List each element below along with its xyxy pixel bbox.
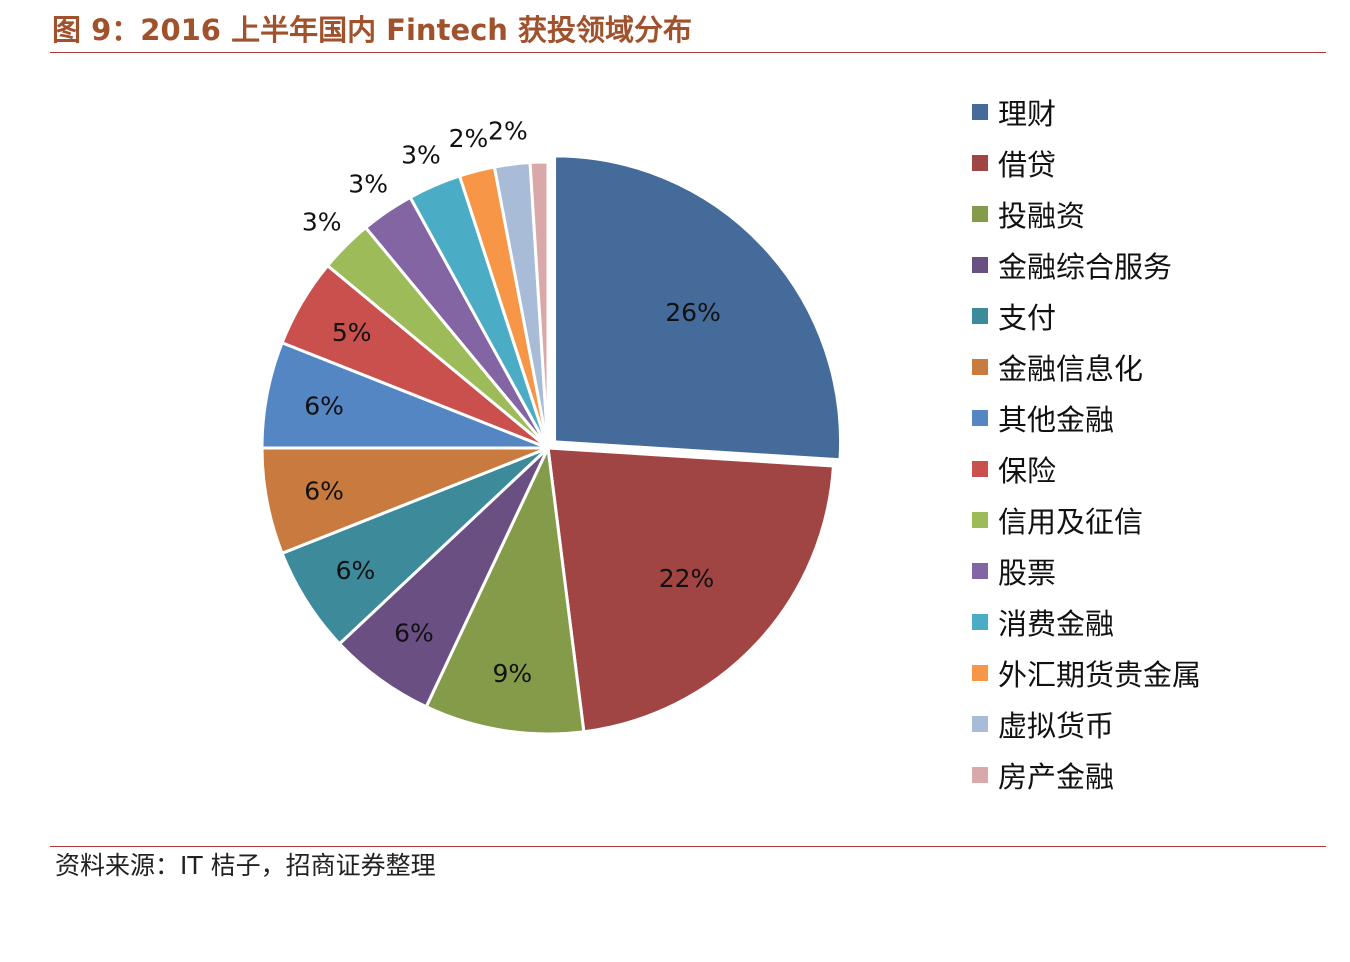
legend-item: 房产金融 <box>972 749 1201 800</box>
pie-data-label: 5% <box>332 318 372 347</box>
legend-label: 消费金融 <box>998 606 1115 641</box>
title-divider <box>50 52 1326 53</box>
pie-slice <box>553 154 843 462</box>
legend-swatch <box>972 613 988 630</box>
legend-label: 理财 <box>998 96 1057 131</box>
pie-chart: 26%22%9%6%6%6%6%5%3%3%3%2% 2% <box>260 117 843 736</box>
legend-swatch <box>972 409 988 426</box>
legend-label: 支付 <box>998 300 1057 335</box>
legend-swatch <box>972 511 988 528</box>
pie-data-label: 6% <box>304 477 344 506</box>
legend-item: 消费金融 <box>972 596 1201 647</box>
legend-label: 外汇期货贵金属 <box>998 657 1202 692</box>
legend-item: 支付 <box>972 290 1201 341</box>
legend-item: 外汇期货贵金属 <box>972 647 1201 698</box>
pie-data-label: 6% <box>304 391 344 420</box>
legend-item: 金融信息化 <box>972 341 1201 392</box>
legend-label: 投融资 <box>998 198 1086 233</box>
pie-data-label: 9% <box>492 659 532 688</box>
legend-swatch <box>972 562 988 579</box>
legend-swatch <box>972 307 988 324</box>
pie-data-label: 26% <box>665 298 721 327</box>
legend-label: 股票 <box>998 555 1057 590</box>
pie-data-label: 3% <box>348 169 388 198</box>
legend-item: 金融综合服务 <box>972 239 1201 290</box>
source-note: 资料来源：IT 桔子，招商证券整理 <box>55 851 436 880</box>
legend-swatch <box>972 766 988 783</box>
pie-data-label: 3% <box>302 208 342 237</box>
legend-label: 金融综合服务 <box>998 249 1173 284</box>
pie-slice <box>546 446 836 734</box>
pie-data-label: 3% <box>401 140 441 169</box>
legend-swatch <box>972 103 988 120</box>
legend-swatch <box>972 715 988 732</box>
chart-legend: 理财借贷投融资金融综合服务 支付金融信息化其他金融保险信用及征信股票消费金融外汇期… <box>972 86 1201 800</box>
source-divider <box>50 846 1326 847</box>
legend-label: 其他金融 <box>998 402 1115 437</box>
legend-item: 借贷 <box>972 137 1201 188</box>
legend-item: 理财 <box>972 86 1201 137</box>
pie-slices <box>260 154 843 736</box>
legend-item: 虚拟货币 <box>972 698 1201 749</box>
legend-swatch <box>972 256 988 273</box>
pie-data-label: 22% <box>659 564 715 593</box>
pie-data-labels: 26%22%9%6%6%6%6%5%3%3%3%2% 2% <box>302 117 721 689</box>
legend-swatch <box>972 664 988 681</box>
legend-item: 保险 <box>972 443 1201 494</box>
pie-data-label: 2% <box>449 124 489 153</box>
pie-slice <box>424 442 586 736</box>
legend-label: 虚拟货币 <box>998 708 1115 743</box>
pie-data-label: 6% <box>394 618 434 647</box>
legend-label: 房产金融 <box>998 759 1115 794</box>
legend-label: 借贷 <box>998 147 1057 182</box>
legend-label: 保险 <box>998 453 1057 488</box>
legend-swatch <box>972 205 988 222</box>
legend-item: 其他金融 <box>972 392 1201 443</box>
pie-slice <box>528 160 550 449</box>
legend-item: 信用及征信 <box>972 494 1201 545</box>
legend-item: 投融资 <box>972 188 1201 239</box>
pie-data-label: 2% <box>488 117 528 146</box>
legend-label: 金融信息化 <box>998 351 1144 386</box>
legend-swatch <box>972 358 988 375</box>
legend-swatch <box>972 154 988 171</box>
figure-title: 图 9：2016 上半年国内 Fintech 获投领域分布 <box>52 13 693 47</box>
pie-data-label: 6% <box>336 556 376 585</box>
legend-label: 信用及征信 <box>998 504 1144 539</box>
legend-swatch <box>972 460 988 477</box>
legend-item: 股票 <box>972 545 1201 596</box>
